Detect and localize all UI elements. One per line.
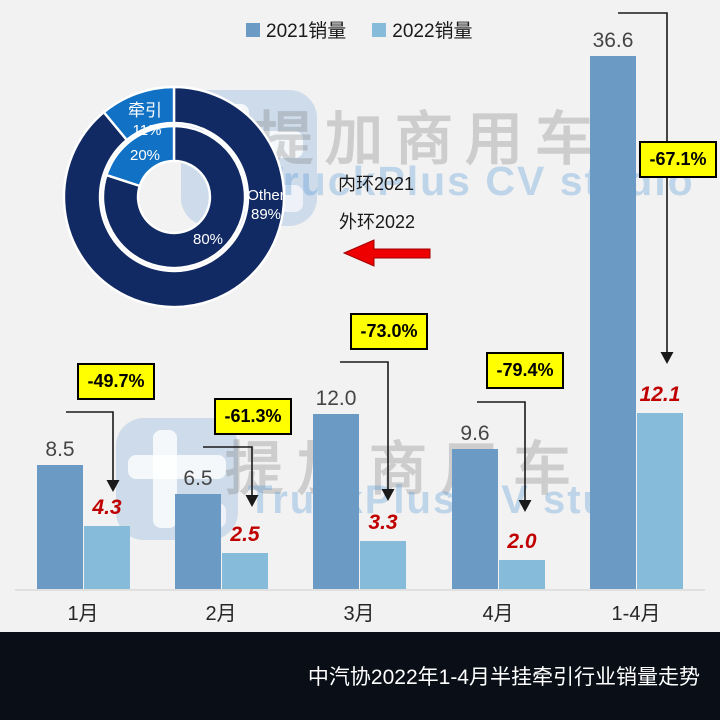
legend-label-2021: 2021销量: [266, 21, 347, 42]
watermark-en-text: TruckPlus CV studio: [248, 478, 675, 522]
donut-label-other: Other: [247, 187, 285, 204]
legend-item-2022: 2022销量: [372, 16, 473, 43]
donut-label-inner-other-pct: 80%: [192, 231, 224, 248]
donut-note-outer-ring: 外环2022: [339, 212, 416, 232]
logo-tile: [128, 454, 226, 479]
logo-tile: [201, 503, 226, 528]
donut-label-outer-other-pct: 89%: [250, 206, 282, 223]
donut-label-qianyin: 牵引: [128, 101, 162, 120]
legend-swatch-2022-icon: [372, 22, 387, 37]
legend: 2021销量 2022销量: [246, 16, 473, 43]
footer-bar: 中汽协2022年1-4月半挂牵引行业销量走势: [0, 632, 720, 720]
footer-title: 中汽协2022年1-4月半挂牵引行业销量走势: [307, 666, 700, 689]
donut-note-inner-ring: 内环2021: [338, 174, 415, 194]
watermark-cn-text: 提加商用车: [255, 107, 606, 172]
legend-item-2021: 2021销量: [246, 16, 346, 43]
donut-label-outer-pct: 11%: [132, 122, 162, 139]
legend-swatch-2021-icon: [246, 22, 260, 37]
legend-label-2022: 2022销量: [392, 21, 473, 42]
truckplus-logo-icon: [116, 418, 238, 540]
logo-tile: [152, 430, 177, 528]
donut-label-inner-pct: 20%: [129, 147, 161, 164]
